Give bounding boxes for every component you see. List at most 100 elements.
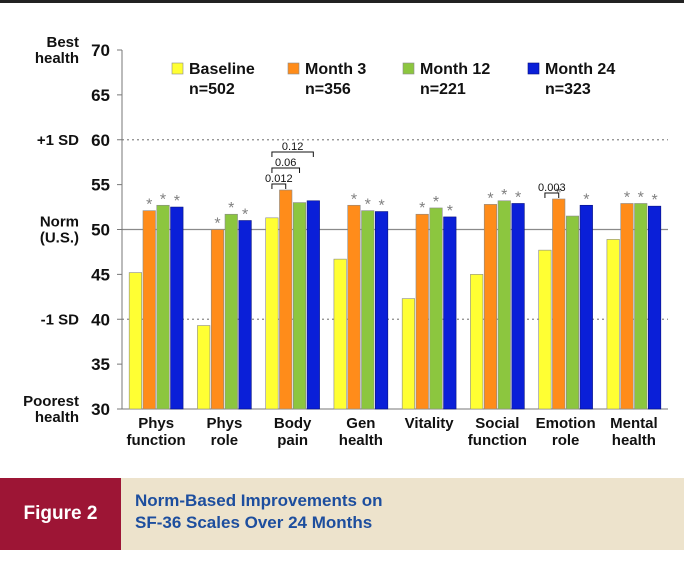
- legend-swatch: [287, 62, 300, 75]
- bar: [606, 239, 620, 410]
- bracket-p-value: 0.12: [282, 141, 303, 153]
- significance-bracket: [271, 183, 287, 190]
- significance-star: *: [419, 200, 425, 217]
- figure-title: Norm-Based Improvements on SF-36 Scales …: [135, 490, 675, 534]
- y-tick-label: 35: [91, 355, 110, 374]
- significance-star: *: [501, 187, 507, 204]
- bar: [401, 298, 415, 410]
- significance-star: *: [638, 189, 644, 206]
- y-tick-label: 55: [91, 176, 110, 195]
- category-label: Mental: [610, 415, 658, 432]
- bar: [375, 211, 389, 410]
- bar: [306, 200, 320, 410]
- bar: [634, 203, 648, 410]
- significance-star: *: [515, 189, 521, 206]
- category-label: role: [552, 432, 580, 449]
- bar: [156, 204, 170, 410]
- bar: [415, 213, 429, 410]
- bar: [265, 217, 279, 410]
- bar: [620, 203, 634, 410]
- legend-label: Month 24: [545, 61, 615, 78]
- legend-swatch: [402, 62, 415, 75]
- significance-star: *: [228, 200, 234, 217]
- bar: [538, 249, 552, 410]
- y-side-label: Poorest: [23, 393, 79, 410]
- bar: [224, 213, 238, 410]
- y-side-label: Norm: [40, 214, 79, 231]
- legend-label: Month 12: [420, 61, 490, 78]
- bar: [443, 216, 457, 410]
- y-tick-label: 70: [91, 41, 110, 60]
- y-tick-label: 50: [91, 221, 110, 240]
- significance-star: *: [487, 190, 493, 207]
- significance-star: *: [378, 198, 384, 215]
- legend-label: Baseline: [189, 61, 255, 78]
- significance-star: *: [351, 191, 357, 208]
- category-label: health: [339, 432, 383, 449]
- figure-title-line-1: Norm-Based Improvements on: [135, 491, 383, 510]
- significance-star: *: [651, 192, 657, 209]
- significance-star: *: [433, 194, 439, 211]
- y-side-label: +1 SD: [37, 132, 79, 149]
- bar: [648, 205, 662, 410]
- bracket-p-value: 0.012: [265, 173, 293, 185]
- significance-star: *: [583, 191, 589, 208]
- legend-n: n=221: [420, 81, 466, 98]
- y-tick-label: 60: [91, 131, 110, 150]
- category-label: Body: [274, 415, 312, 432]
- legend-n: n=356: [305, 81, 351, 98]
- category-label: function: [127, 432, 186, 449]
- bar: [170, 206, 184, 410]
- bar: [210, 229, 225, 410]
- bar: [333, 258, 347, 410]
- significance-bracket: [544, 192, 560, 198]
- significance-star: *: [242, 207, 248, 224]
- legend-n: n=323: [545, 81, 591, 98]
- y-tick-label: 65: [91, 86, 110, 105]
- category-label: health: [612, 432, 656, 449]
- category-label: Emotion: [536, 415, 596, 432]
- y-tick-label: 30: [91, 400, 110, 419]
- y-side-label: health: [35, 50, 79, 67]
- bar: [347, 204, 361, 410]
- bar: [238, 220, 252, 410]
- significance-star: *: [146, 197, 152, 214]
- legend-n: n=502: [189, 81, 235, 98]
- category-label: Gen: [346, 415, 375, 432]
- bar: [470, 274, 484, 410]
- bar: [579, 204, 593, 410]
- category-label: Phys: [138, 415, 174, 432]
- bar: [279, 189, 293, 410]
- significance-star: *: [624, 189, 630, 206]
- significance-star: *: [365, 197, 371, 214]
- significance-star: *: [214, 216, 220, 233]
- category-label: Vitality: [405, 415, 455, 432]
- y-tick-label: 45: [91, 265, 110, 284]
- category-label: Social: [475, 415, 519, 432]
- significance-star: *: [447, 203, 453, 220]
- legend-swatch: [527, 62, 540, 75]
- legend-swatch: [171, 62, 184, 75]
- category-label: pain: [277, 432, 308, 449]
- y-side-label: (U.S.): [40, 230, 79, 247]
- y-side-label: -1 SD: [41, 311, 80, 328]
- significance-bracket: [271, 151, 314, 158]
- bar: [511, 203, 525, 410]
- bar: [128, 272, 142, 410]
- bracket-p-value: 0.003: [538, 182, 566, 194]
- bar: [197, 325, 211, 410]
- significance-star: *: [160, 191, 166, 208]
- y-tick-label: 40: [91, 310, 110, 329]
- top-rule: [0, 0, 684, 3]
- category-label: Phys: [206, 415, 242, 432]
- bar: [565, 215, 580, 410]
- y-side-label: health: [35, 409, 79, 426]
- legend-label: Month 3: [305, 61, 366, 78]
- y-side-label: Best: [46, 34, 79, 51]
- bar: [361, 210, 375, 410]
- category-label: role: [211, 432, 239, 449]
- significance-star: *: [174, 193, 180, 210]
- figure-title-line-2: SF-36 Scales Over 24 Months: [135, 513, 373, 532]
- bar: [429, 207, 443, 410]
